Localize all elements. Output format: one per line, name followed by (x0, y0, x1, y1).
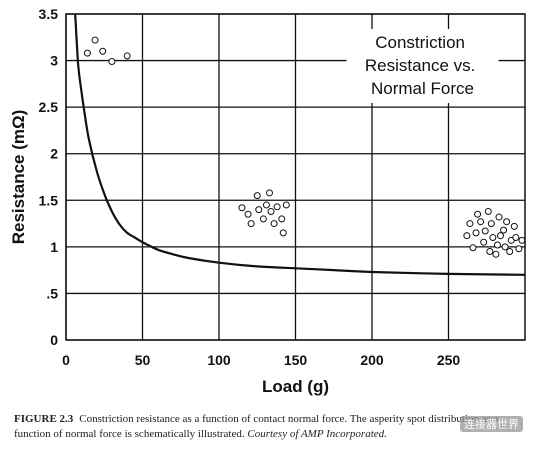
chart-title-line-3: Normal Force (371, 79, 474, 98)
resistance-vs-load-chart: 0 50 100 150 200 250 0 .5 1 1.5 2 2.5 3 3.5 Constric… (9, 6, 526, 396)
asperity-spot (279, 229, 287, 237)
asperity-spot (474, 210, 482, 218)
asperity-spot (477, 218, 485, 226)
asperity-spot (123, 52, 131, 60)
asperity-spot (247, 220, 255, 228)
x-tick-label: 150 (284, 352, 308, 368)
asperity-spot (273, 203, 281, 211)
asperity-spot (501, 243, 509, 251)
asperity-spot (262, 201, 270, 209)
x-tick-label: 250 (437, 352, 461, 368)
asperity-spot (463, 232, 471, 240)
asperity-spot (489, 234, 497, 242)
asperity-spot (500, 226, 508, 234)
asperity-spot (515, 245, 523, 253)
asperity-spots (83, 36, 526, 258)
asperity-spot (486, 248, 494, 256)
asperity-spot (278, 215, 286, 223)
asperity-spot (99, 47, 107, 55)
asperity-spot (466, 220, 474, 228)
title-background (346, 29, 499, 103)
asperity-spot (91, 36, 99, 44)
asperity-spot (244, 210, 252, 218)
y-tick-label: 0 (50, 332, 58, 348)
x-tick-label: 200 (360, 352, 384, 368)
chart-title: Constriction Resistance vs. Normal Force (365, 33, 480, 98)
figure-label: FIGURE 2.3 (14, 413, 74, 425)
asperity-spot (265, 189, 273, 197)
asperity-spot (503, 218, 511, 226)
y-axis-title: Resistance (mΩ) (9, 110, 28, 245)
asperity-spot (480, 238, 488, 246)
chart-title-line-1: Constriction (375, 33, 465, 52)
x-tick-label: 100 (207, 352, 231, 368)
asperity-spot (492, 250, 500, 258)
y-tick-label: 3 (50, 53, 58, 69)
y-tick-labels: 0 .5 1 1.5 2 2.5 3 3.5 (39, 6, 59, 348)
caption-text: Constriction resistance as a function of… (14, 413, 499, 440)
x-axis-title: Load (g) (262, 377, 329, 396)
asperity-spot (255, 206, 263, 214)
asperity-spot (481, 227, 489, 235)
asperity-spot (510, 222, 518, 230)
y-tick-label: 2.5 (39, 99, 59, 115)
asperity-spot (108, 58, 116, 66)
y-tick-label: 1 (50, 239, 58, 255)
y-tick-label: 2 (50, 146, 58, 162)
asperity-spot (253, 192, 261, 200)
asperity-spot (493, 241, 501, 249)
figure-caption: FIGURE 2.3 Constriction resistance as a f… (14, 412, 532, 442)
y-tick-label: 3.5 (39, 6, 59, 22)
x-tick-label: 0 (62, 352, 70, 368)
caption-courtesy: Courtesy of AMP Incorporated. (247, 428, 387, 440)
asperity-spot (506, 248, 514, 256)
asperity-spot (497, 232, 505, 240)
asperity-spot (259, 215, 267, 223)
x-tick-label: 50 (135, 352, 151, 368)
asperity-spot (267, 207, 275, 215)
asperity-spot (484, 207, 492, 215)
asperity-spot (83, 49, 91, 57)
x-tick-labels: 0 50 100 150 200 250 (62, 352, 460, 368)
asperity-spot (238, 204, 246, 212)
y-tick-label: .5 (46, 285, 58, 301)
asperity-spot (487, 220, 495, 228)
asperity-spot (469, 244, 477, 252)
asperity-spot (282, 201, 290, 209)
asperity-spot (512, 234, 520, 242)
asperity-spot (472, 229, 480, 237)
chart-title-line-2: Resistance vs. (365, 56, 476, 75)
plot-area-frame (65, 13, 526, 341)
asperity-spot (518, 236, 526, 244)
resistance-curve (74, 13, 526, 276)
asperity-spot (495, 213, 503, 221)
y-tick-label: 1.5 (39, 192, 59, 208)
asperity-spot (270, 220, 278, 228)
watermark-badge: 连接器世界 (460, 416, 523, 432)
